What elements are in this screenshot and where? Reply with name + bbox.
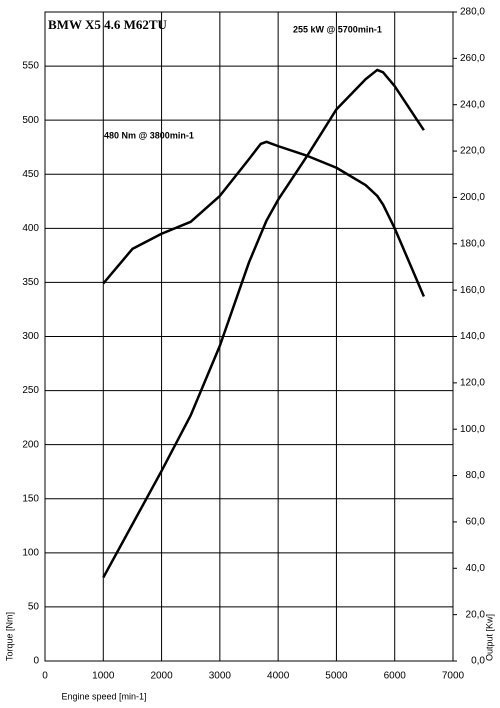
plot-border bbox=[44, 11, 454, 662]
x-tick-label: 0 bbox=[42, 671, 48, 682]
y-tick-label: 550 bbox=[22, 61, 39, 72]
y-tick-label: 150 bbox=[22, 493, 39, 504]
y2-axis-label: Output [Kw] bbox=[484, 614, 494, 661]
y-tick-label: 250 bbox=[22, 385, 39, 396]
y2-tick-label: 180,0 bbox=[460, 238, 485, 249]
y2-tick-label: 240,0 bbox=[460, 99, 485, 110]
x-tick-label: 2000 bbox=[150, 671, 173, 682]
y2-tick-label: 220,0 bbox=[460, 146, 485, 157]
y2-tick-label: 280,0 bbox=[460, 7, 485, 18]
y-tick-label: 200 bbox=[22, 439, 39, 450]
y-tick-label: 350 bbox=[22, 277, 39, 288]
line bbox=[102, 140, 426, 297]
y-tick-label: 300 bbox=[22, 331, 39, 342]
y-axis-label: Torque [Nm] bbox=[4, 612, 14, 661]
y-tick-label: 0 bbox=[33, 656, 39, 667]
y-tick-label: 400 bbox=[22, 223, 39, 234]
y-tick-label: 100 bbox=[22, 547, 39, 558]
y2-tick-label: 160,0 bbox=[460, 285, 485, 296]
chart-title: BMW X5 4.6 M62TU bbox=[48, 17, 168, 32]
x-tick-label: 7000 bbox=[442, 671, 465, 682]
line bbox=[102, 68, 425, 579]
y-tick-label: 450 bbox=[22, 169, 39, 180]
y2-tick-label: 200,0 bbox=[460, 192, 485, 203]
x-tick-label: 6000 bbox=[384, 671, 407, 682]
y2-tick-label: 80,0 bbox=[466, 470, 486, 481]
y2-tick-label: 20,0 bbox=[466, 609, 486, 620]
y-tick-label: 500 bbox=[22, 115, 39, 126]
x-tick-label: 1000 bbox=[92, 671, 115, 682]
y2-tick-label: 60,0 bbox=[466, 517, 486, 528]
x-tick-label: 3000 bbox=[209, 671, 232, 682]
y2-tick-label: 0,0 bbox=[471, 656, 485, 667]
annotation: 480 Nm @ 3800min-1 bbox=[104, 130, 194, 140]
annotation: 255 kW @ 5700min-1 bbox=[293, 24, 382, 34]
y2-tick-label: 120,0 bbox=[460, 377, 485, 388]
x-tick-label: 5000 bbox=[325, 671, 348, 682]
y2-tick-label: 40,0 bbox=[466, 563, 486, 574]
y2-tick-label: 140,0 bbox=[460, 331, 485, 342]
y2-tick-label: 100,0 bbox=[460, 424, 485, 435]
x-tick-label: 4000 bbox=[267, 671, 290, 682]
y2-tick-label: 260,0 bbox=[460, 53, 485, 64]
x-axis-label: Engine speed [min-1] bbox=[61, 691, 146, 701]
y-tick-label: 50 bbox=[28, 602, 40, 613]
